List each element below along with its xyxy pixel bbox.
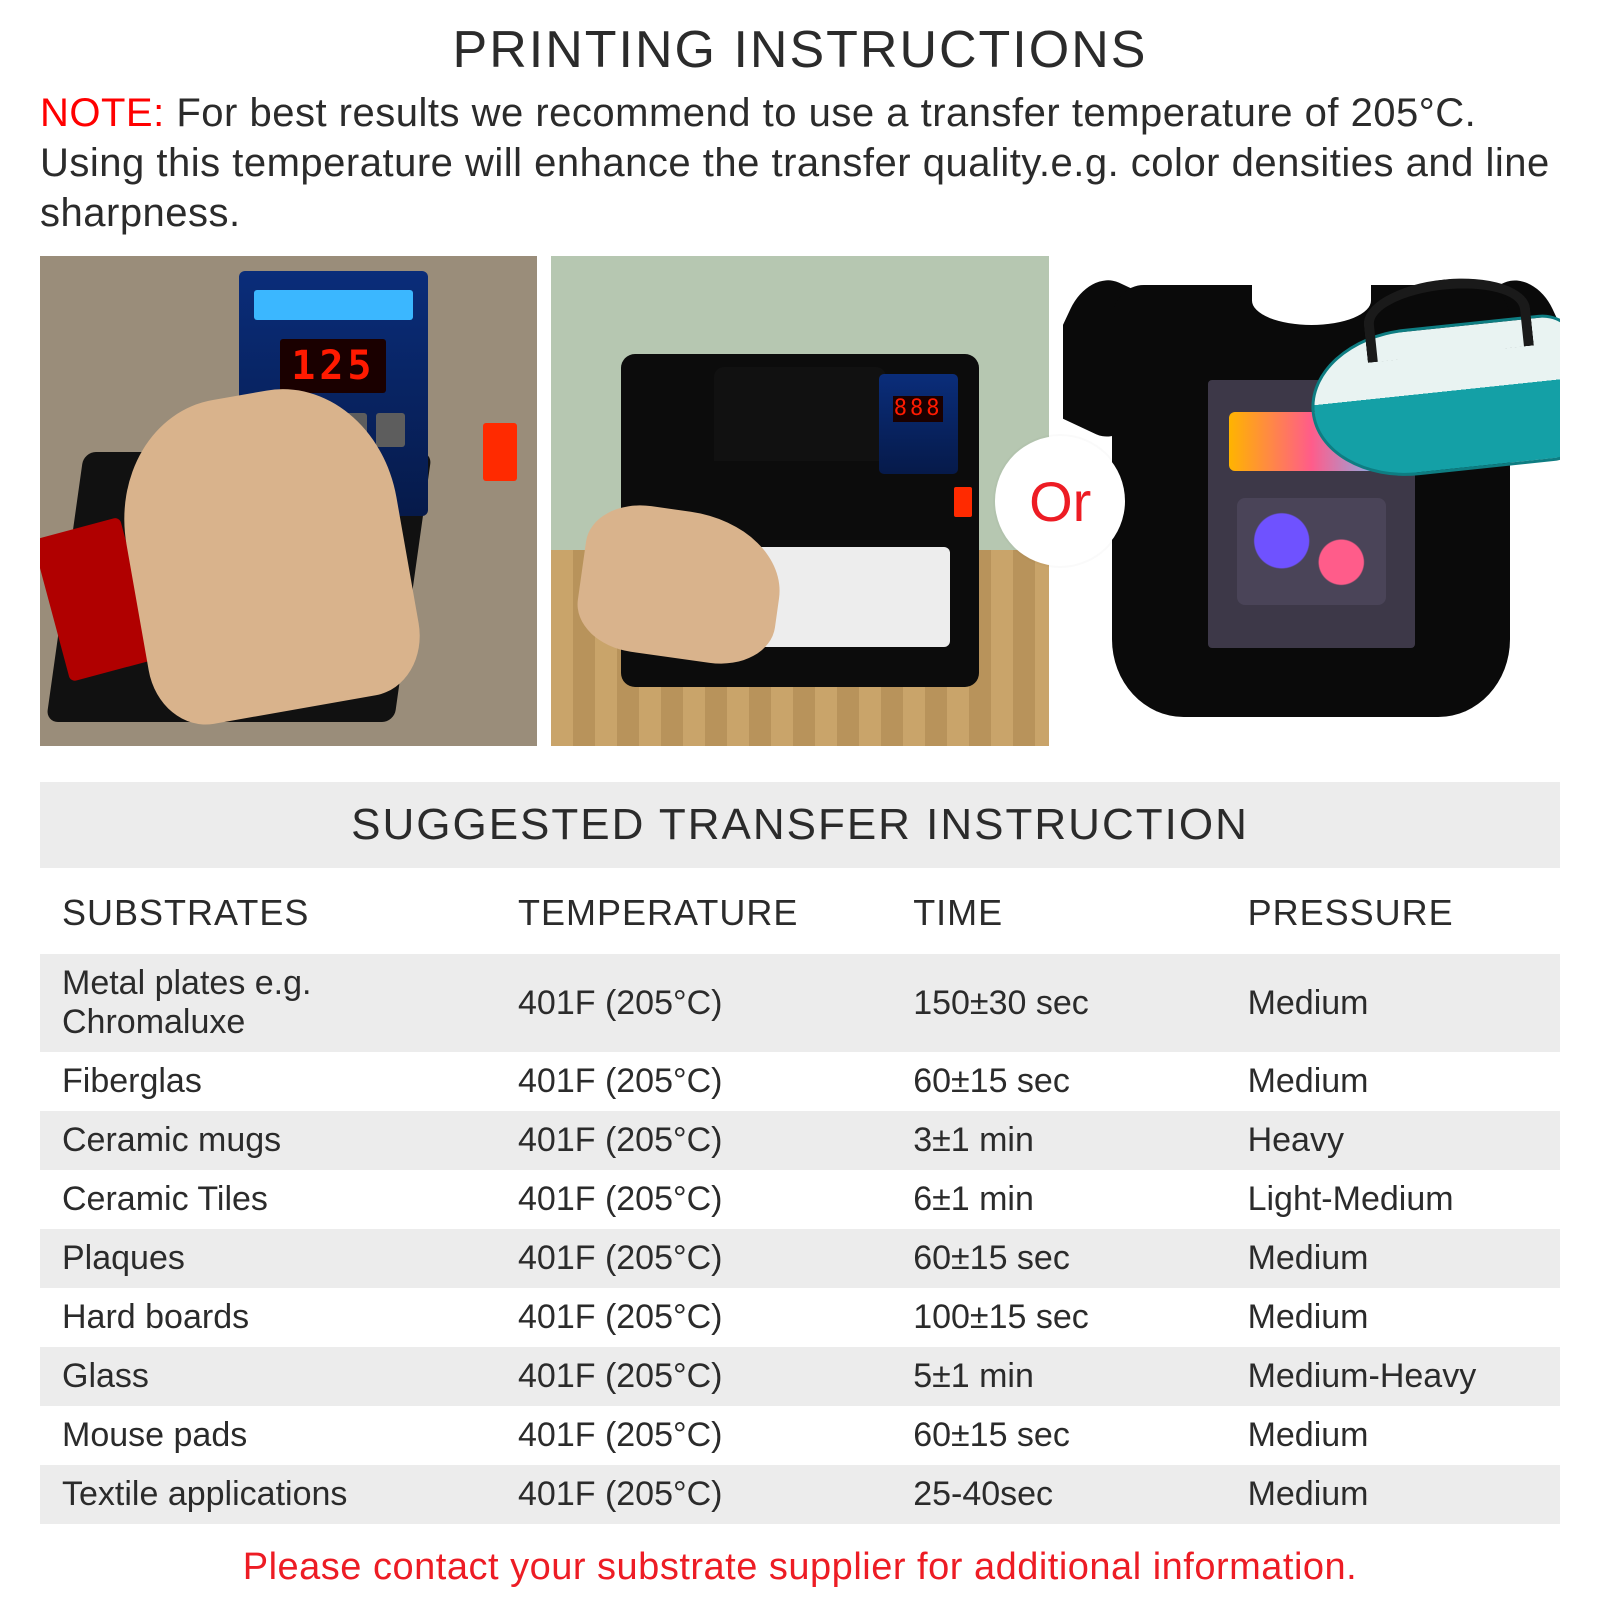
- cell-time: 60±15 sec: [891, 1229, 1225, 1288]
- cell-time: 100±15 sec: [891, 1288, 1225, 1347]
- page-title: PRINTING INSTRUCTIONS: [40, 20, 1560, 80]
- table-row: Fiberglas401F (205°C)60±15 secMedium: [40, 1052, 1560, 1111]
- image-tshirt-iron: [1063, 256, 1560, 746]
- cell-pressure: Light-Medium: [1226, 1170, 1560, 1229]
- cell-pressure: Heavy: [1226, 1111, 1560, 1170]
- image-heat-press-panel: 125: [40, 256, 537, 746]
- cell-time: 6±1 min: [891, 1170, 1225, 1229]
- cell-substrate: Mouse pads: [40, 1406, 496, 1465]
- table-row: Ceramic mugs401F (205°C)3±1 minHeavy: [40, 1111, 1560, 1170]
- note-prefix: NOTE:: [40, 91, 165, 135]
- cell-pressure: Medium: [1226, 954, 1560, 1052]
- cell-substrate: Plaques: [40, 1229, 496, 1288]
- cell-temperature: 401F (205°C): [496, 1229, 891, 1288]
- cell-temperature: 401F (205°C): [496, 1465, 891, 1524]
- lcd-readout: 888: [893, 396, 943, 422]
- cell-substrate: Hard boards: [40, 1288, 496, 1347]
- cell-temperature: 401F (205°C): [496, 1347, 891, 1406]
- table-row: Ceramic Tiles401F (205°C)6±1 minLight-Me…: [40, 1170, 1560, 1229]
- table-header-row: SUBSTRATES TEMPERATURE TIME PRESSURE: [40, 868, 1560, 954]
- cell-substrate: Ceramic mugs: [40, 1111, 496, 1170]
- col-header-time: TIME: [891, 868, 1225, 954]
- cell-substrate: Metal plates e.g. Chromaluxe: [40, 954, 496, 1052]
- cell-pressure: Medium: [1226, 1052, 1560, 1111]
- cell-time: 150±30 sec: [891, 954, 1225, 1052]
- cell-temperature: 401F (205°C): [496, 1111, 891, 1170]
- note-text: NOTE: For best results we recommend to u…: [40, 88, 1560, 238]
- footer-note: Please contact your substrate supplier f…: [40, 1546, 1560, 1589]
- col-header-temperature: TEMPERATURE: [496, 868, 891, 954]
- cell-substrate: Textile applications: [40, 1465, 496, 1524]
- cell-temperature: 401F (205°C): [496, 954, 891, 1052]
- cell-substrate: Glass: [40, 1347, 496, 1406]
- power-switch-icon: [954, 487, 972, 517]
- cell-temperature: 401F (205°C): [496, 1052, 891, 1111]
- cell-substrate: Fiberglas: [40, 1052, 496, 1111]
- table-row: Mouse pads401F (205°C)60±15 secMedium: [40, 1406, 1560, 1465]
- table-row: Textile applications401F (205°C)25-40sec…: [40, 1465, 1560, 1524]
- image-row: 125 888 Or: [40, 256, 1560, 746]
- image-heat-press-full: 888: [551, 256, 1048, 746]
- cell-time: 3±1 min: [891, 1111, 1225, 1170]
- power-switch-icon: [483, 423, 518, 482]
- cell-time: 5±1 min: [891, 1347, 1225, 1406]
- cell-temperature: 401F (205°C): [496, 1288, 891, 1347]
- cell-pressure: Medium: [1226, 1406, 1560, 1465]
- note-body: For best results we recommend to use a t…: [40, 91, 1550, 235]
- control-panel-icon: 888: [879, 374, 958, 474]
- table-row: Hard boards401F (205°C)100±15 secMedium: [40, 1288, 1560, 1347]
- cell-temperature: 401F (205°C): [496, 1170, 891, 1229]
- table-row: Metal plates e.g. Chromaluxe401F (205°C)…: [40, 954, 1560, 1052]
- or-badge: Or: [995, 436, 1125, 566]
- cell-substrate: Ceramic Tiles: [40, 1170, 496, 1229]
- transfer-table: SUBSTRATES TEMPERATURE TIME PRESSURE Met…: [40, 868, 1560, 1524]
- cell-time: 60±15 sec: [891, 1052, 1225, 1111]
- cell-time: 25-40sec: [891, 1465, 1225, 1524]
- col-header-pressure: PRESSURE: [1226, 868, 1560, 954]
- cell-pressure: Medium-Heavy: [1226, 1347, 1560, 1406]
- col-header-substrates: SUBSTRATES: [40, 868, 496, 954]
- cell-pressure: Medium: [1226, 1288, 1560, 1347]
- cell-pressure: Medium: [1226, 1465, 1560, 1524]
- cell-pressure: Medium: [1226, 1229, 1560, 1288]
- table-row: Plaques401F (205°C)60±15 secMedium: [40, 1229, 1560, 1288]
- table-title: SUGGESTED TRANSFER INSTRUCTION: [40, 782, 1560, 868]
- table-row: Glass401F (205°C)5±1 minMedium-Heavy: [40, 1347, 1560, 1406]
- lcd-readout: 125: [280, 339, 386, 393]
- cell-time: 60±15 sec: [891, 1406, 1225, 1465]
- cell-temperature: 401F (205°C): [496, 1406, 891, 1465]
